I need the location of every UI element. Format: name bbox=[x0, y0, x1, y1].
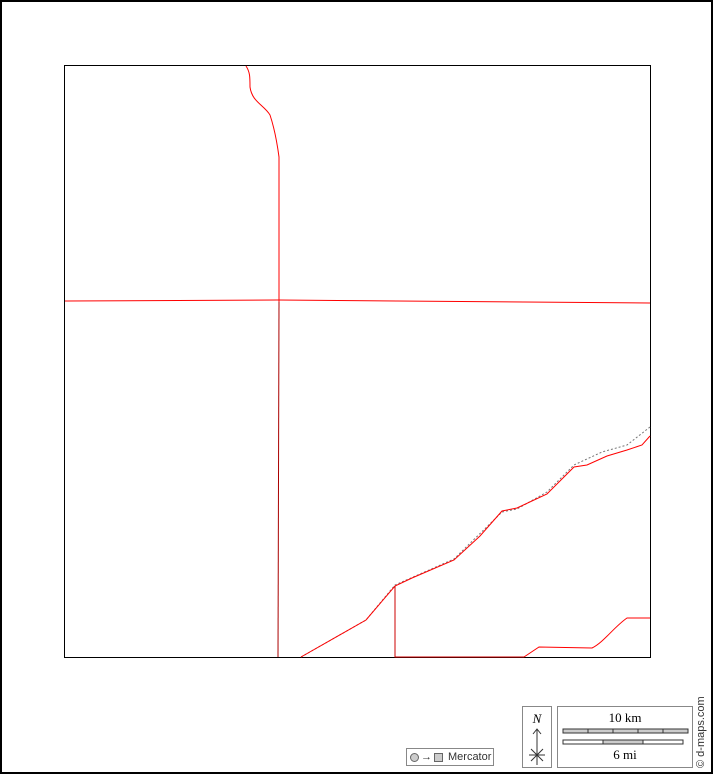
boundary-coast bbox=[300, 435, 651, 658]
boundary-southeast bbox=[523, 617, 650, 658]
north-label: N bbox=[532, 711, 542, 726]
coastline-dotted bbox=[300, 426, 651, 658]
north-arrow: N bbox=[522, 706, 552, 768]
boundary-inner-vertical bbox=[394, 586, 524, 658]
square-icon bbox=[434, 752, 443, 762]
credit-text: © d-maps.com bbox=[695, 696, 707, 768]
map-frame bbox=[64, 65, 651, 658]
scale-km-label: 10 km bbox=[608, 710, 642, 725]
projection-label: → Mercator bbox=[406, 748, 494, 766]
arrow-icon: → bbox=[421, 751, 432, 763]
scale-bar: 10 km 6 mi bbox=[557, 706, 693, 768]
scale-bars bbox=[562, 728, 689, 745]
scale-mi-label: 6 mi bbox=[613, 747, 637, 762]
boundary-horizontal bbox=[64, 299, 651, 304]
boundary-north-vertical bbox=[245, 65, 280, 302]
compass-icon bbox=[529, 728, 545, 765]
projection-name: Mercator bbox=[448, 751, 492, 763]
circle-icon bbox=[410, 752, 419, 762]
boundary-south-vertical bbox=[277, 301, 280, 658]
